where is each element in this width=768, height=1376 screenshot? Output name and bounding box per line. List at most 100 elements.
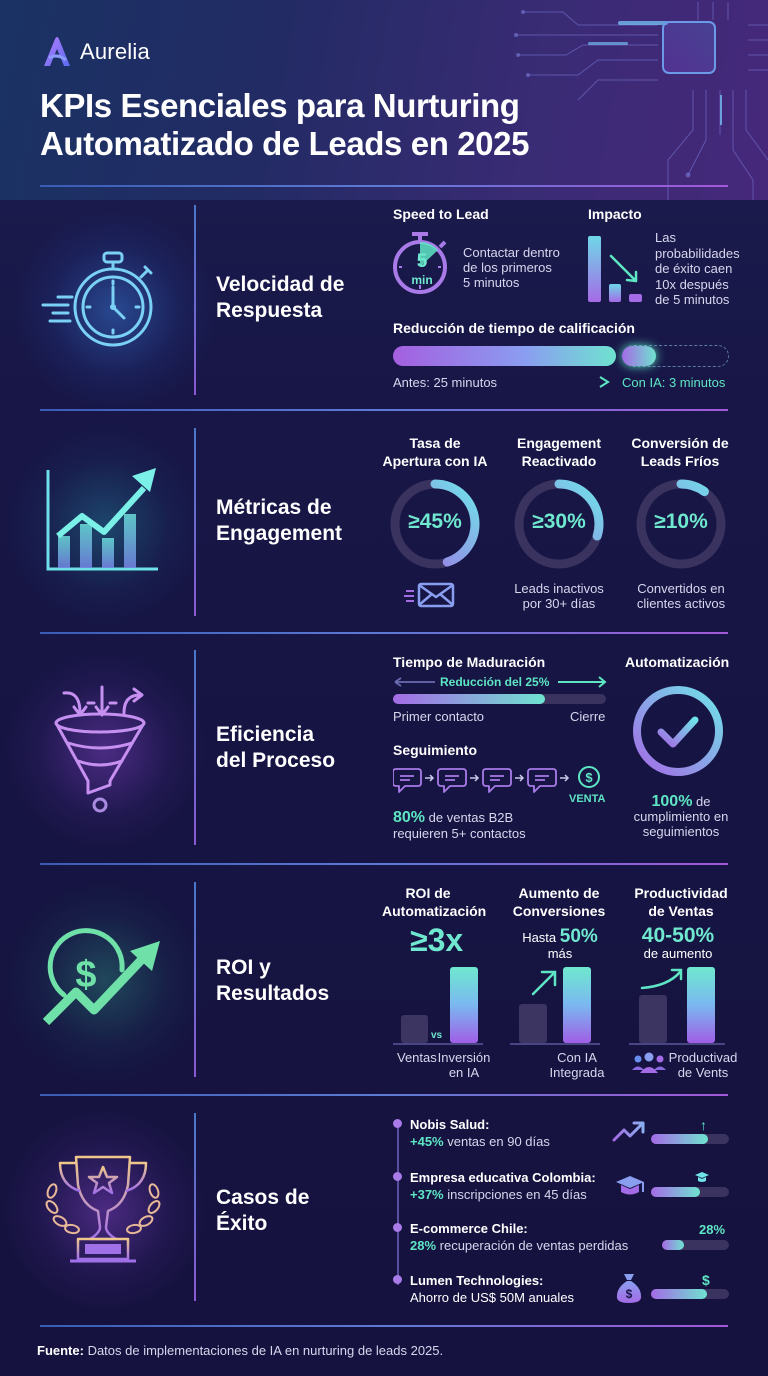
maturation-heading: Tiempo de Maduración (393, 654, 546, 670)
badge-up-arrow: ↑ (700, 1117, 707, 1133)
icon-glow (0, 425, 210, 625)
timer-unit: min (411, 273, 433, 287)
case-item: E-commerce Chile: 28% recuperación de ve… (410, 1221, 629, 1253)
growth-chart-icon (46, 468, 158, 571)
followup-stat: 80% de ventas B2B requieren 5+ contactos (393, 809, 526, 842)
divider (40, 632, 728, 634)
checkmark-circle-icon (633, 686, 723, 776)
metric-value: ≥30% (532, 510, 586, 533)
section-title-eficiencia: Eficiencia del Proceso (216, 723, 336, 772)
vs-label: vs (431, 1030, 443, 1041)
timer-icon (393, 232, 447, 294)
maturation-end-label: Cierre (570, 709, 606, 724)
roi-card-heading: Productividad de Ventas (634, 885, 728, 919)
stopwatch-icon (41, 251, 153, 347)
progress-ring-cold-leads: ≥10% (635, 478, 727, 570)
badge-dollar: $ (702, 1272, 710, 1288)
baseline (629, 1043, 725, 1045)
hero-background (0, 0, 768, 200)
case-bar-track (651, 1134, 729, 1144)
followup-end-label: VENTA (569, 793, 606, 805)
case-bar-track (651, 1289, 729, 1299)
baseline (510, 1043, 600, 1045)
followup-heading: Seguimiento (393, 742, 478, 758)
svg-text:$: $ (585, 770, 593, 785)
baseline (393, 1043, 483, 1045)
impact-description: Las probabilidades de éxito caen 10x des… (655, 230, 740, 307)
title-line-2: Automatizado de Leads en 2025 (40, 125, 530, 162)
divider (40, 863, 728, 865)
roi-card-heading: Aumento de Conversiones (512, 885, 606, 919)
bar-inversion-ia (450, 967, 478, 1043)
icon-glow (0, 650, 210, 850)
divider (40, 1325, 728, 1327)
metric-value: ≥45% (408, 510, 462, 533)
badge-percent: 28% (699, 1222, 726, 1237)
section-divider (194, 1113, 196, 1301)
money-bag-icon: $ (616, 1274, 642, 1303)
team-icon (632, 1052, 666, 1073)
timeline-line (397, 1125, 399, 1285)
progress-ring-reactivated: ≥30% (513, 478, 605, 570)
aurelia-logo-icon (44, 37, 70, 66)
metric-caption: Convertidos en clientes activos (636, 581, 726, 611)
followup-chain-icon: $ (393, 766, 600, 793)
automation-heading: Automatización (625, 654, 730, 670)
ring-chart-icon (390, 479, 480, 569)
section-divider (194, 205, 196, 395)
funnel-icon (54, 685, 146, 813)
section-title-velocidad: Velocidad de Respuesta (216, 273, 345, 322)
speed-description: Contactar dentro de los primeros 5 minut… (463, 245, 560, 290)
email-icon (404, 582, 455, 608)
metric-heading: Conversión de Leads Fríos (631, 435, 729, 469)
metric-caption: Leads inactivos por 30+ días (514, 581, 604, 611)
after-bar (622, 346, 656, 366)
case-bar-fill (662, 1240, 684, 1250)
section-title-roi: ROI y Resultados (216, 956, 330, 1005)
label-inversion: Inversión en IA (437, 1050, 491, 1080)
ring-chart-icon (514, 479, 604, 569)
title-line-1: KPIs Esenciales para Nurturing (40, 87, 520, 124)
section-title-engagement: Métricas de Engagement (216, 496, 343, 545)
timeline-dot (393, 1119, 402, 1128)
case-bar-fill (651, 1289, 707, 1299)
label-con-ia: Con IA Integrada (549, 1050, 605, 1080)
svg-text:$: $ (626, 1287, 633, 1301)
arrow-up-right-icon (531, 970, 557, 996)
roi-card-heading: ROI de Automatización (382, 885, 487, 919)
circuit-decoration-icon (514, 2, 768, 200)
case-item: Lumen Technologies: Ahorro de US$ 50M an… (410, 1273, 575, 1305)
metric-heading: Tasa de Apertura con IA (382, 435, 488, 469)
productivity-suffix: de aumento (643, 946, 713, 961)
case-bar-fill (651, 1134, 708, 1144)
arrow-right-icon (514, 376, 610, 388)
case-bar-track (651, 1187, 729, 1197)
bar-before (639, 995, 667, 1043)
bar-after (687, 967, 715, 1043)
graduation-cap-icon (616, 1176, 644, 1195)
section-divider (194, 882, 196, 1077)
trend-up-icon (612, 1121, 645, 1142)
productivity-value: 40-50% (641, 924, 715, 947)
metric-value: ≥10% (654, 510, 708, 533)
impact-heading: Impacto (588, 206, 642, 222)
double-arrow-icon (394, 676, 607, 688)
icon-glow (0, 1110, 210, 1310)
case-bar-fill (651, 1187, 700, 1197)
case-item: Empresa educativa Colombia: +37% inscrip… (410, 1170, 596, 1202)
arrow-curve-up-icon (640, 968, 683, 990)
brand-logo: Aurelia (40, 36, 150, 68)
icon-glow (0, 880, 210, 1080)
graduation-cap-badge-icon (695, 1172, 709, 1182)
before-bar (393, 346, 616, 366)
bar-sin-ia (519, 1004, 547, 1043)
declining-bars-icon (588, 236, 642, 302)
divider (40, 185, 728, 187)
maturation-reduction: Reducción del 25% (440, 675, 550, 689)
page-title: KPIs Esenciales para Nurturing Automatiz… (40, 87, 680, 163)
conversion-suffix: más (547, 946, 573, 961)
automation-stat: 100% de cumplimiento en seguimientos (633, 793, 729, 840)
roi-value: ≥3x (410, 922, 464, 958)
speed-to-lead-heading: Speed to Lead (393, 206, 489, 222)
ring-chart-icon (636, 479, 726, 569)
